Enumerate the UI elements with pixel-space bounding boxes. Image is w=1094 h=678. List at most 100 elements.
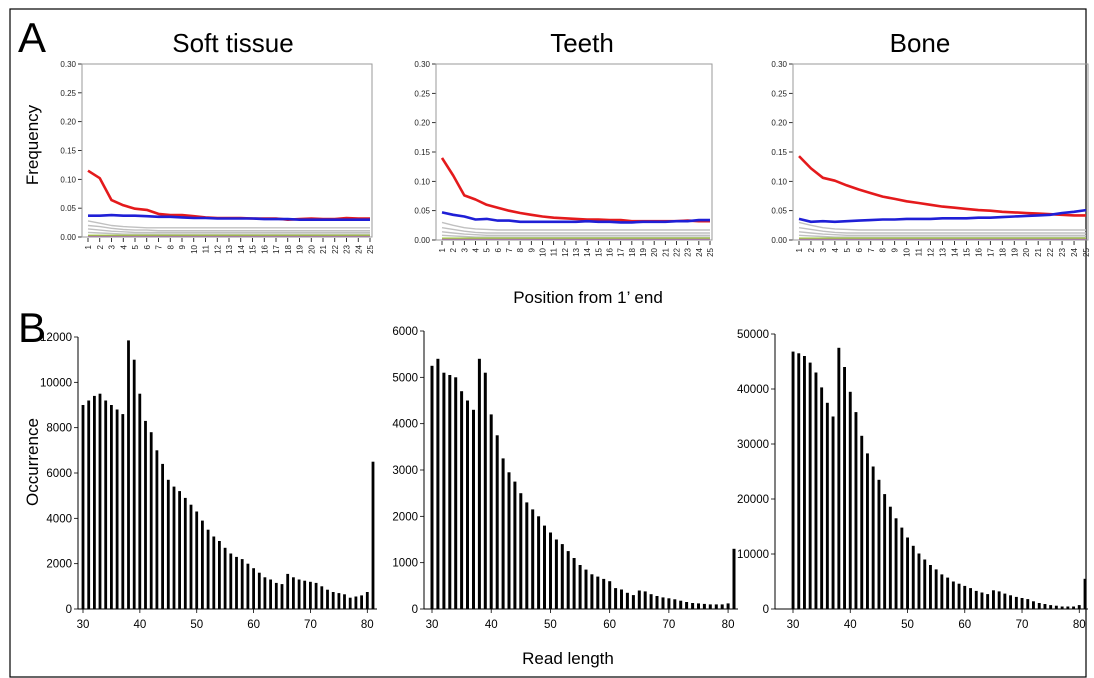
x-tick-label: 3 xyxy=(819,247,828,252)
x-tick-label: 50 xyxy=(901,619,914,631)
bar-length-39 xyxy=(483,372,487,609)
bar-length-50 xyxy=(549,532,552,609)
bar-length-61 xyxy=(257,572,261,609)
plot-box xyxy=(435,63,713,241)
bar-length-50 xyxy=(195,511,199,609)
y-tick-label: 50000 xyxy=(737,329,769,341)
series-line-0 xyxy=(798,155,1086,217)
bar-length-48 xyxy=(894,518,898,610)
x-tick-label: 13 xyxy=(572,247,581,256)
panel-b-xlabel: Read length xyxy=(522,649,614,668)
series-line-0 xyxy=(87,169,370,221)
x-tick-label: 1 xyxy=(438,247,447,252)
x-tick-label: 30 xyxy=(426,619,439,631)
y-tick-label: 0 xyxy=(66,604,72,616)
y-tick-label: 0.20 xyxy=(771,119,787,128)
x-tick-label: 1 xyxy=(84,244,93,249)
x-tick-label: 11 xyxy=(915,247,924,256)
x-tick-label: 8 xyxy=(516,247,525,252)
y-tick-label: 8000 xyxy=(46,423,72,435)
bar-length-79 xyxy=(360,595,363,609)
bar-length-72 xyxy=(679,600,683,609)
bar-length-64 xyxy=(274,582,278,609)
plot-box xyxy=(792,63,1089,241)
bar-length-35 xyxy=(460,391,464,609)
bar-length-36 xyxy=(466,400,469,609)
bar-length-75 xyxy=(337,593,341,609)
x-tick-label: 40 xyxy=(485,619,498,631)
bar-length-47 xyxy=(888,506,892,609)
bar-length-32 xyxy=(803,356,806,609)
x-tick-label: 25 xyxy=(706,247,715,256)
x-tick-label: 6 xyxy=(143,244,152,249)
x-tick-label: 16 xyxy=(974,247,983,256)
bar-length-36 xyxy=(115,409,119,609)
x-tick-label: 16 xyxy=(260,244,269,253)
y-tick-label: 0 xyxy=(412,604,418,616)
bar-length-39 xyxy=(843,367,846,609)
bar-length-72 xyxy=(1032,601,1035,609)
x-tick-label: 17 xyxy=(617,247,626,256)
y-tick-label: 30000 xyxy=(737,439,769,451)
bar-length-31 xyxy=(87,400,91,609)
x-tick-label: 18 xyxy=(628,247,637,256)
bar-length-49 xyxy=(189,504,193,609)
bar-length-69 xyxy=(303,580,307,609)
bar-length-52 xyxy=(560,544,564,609)
bar-length-50 xyxy=(906,537,909,609)
bar-length-59 xyxy=(602,578,606,609)
bar-length-63 xyxy=(980,592,984,609)
y-tick-label: 1000 xyxy=(392,558,418,570)
y-tick-label: 6000 xyxy=(46,468,72,480)
bar-length-49 xyxy=(900,527,904,609)
bar-length-74 xyxy=(331,592,335,609)
bar-length-48 xyxy=(183,497,187,609)
frequency-plot-bone: 0.000.050.100.150.200.250.301 2 3 4 5 6 7 8 9 10 1… xyxy=(771,60,1091,257)
x-tick-label: 2 xyxy=(807,247,816,252)
x-tick-label: 19 xyxy=(1010,247,1019,256)
x-tick-label: 12 xyxy=(213,244,222,253)
x-tick-label: 20 xyxy=(650,247,659,256)
plot-box xyxy=(81,63,373,238)
bar-length-61 xyxy=(614,588,618,609)
y-tick-label: 0.30 xyxy=(60,60,76,69)
bar-length-37 xyxy=(472,409,475,609)
x-tick-label: 4 xyxy=(831,247,840,252)
bar-length-80 xyxy=(1077,605,1081,609)
x-tick-label: 4 xyxy=(472,247,481,252)
x-tick-label: 2 xyxy=(96,244,105,249)
bar-length-47 xyxy=(531,509,535,609)
y-tick-label: 0.15 xyxy=(414,148,430,157)
x-tick-label: 80 xyxy=(1073,619,1086,631)
x-tick-label: 9 xyxy=(527,247,536,252)
y-tick-label: 0.00 xyxy=(771,236,787,245)
bar-length-38 xyxy=(127,340,130,609)
y-tick-label: 0.20 xyxy=(60,118,76,127)
bar-length-43 xyxy=(866,453,869,609)
bar-length-52 xyxy=(917,553,921,609)
series-line-3 xyxy=(798,227,1086,234)
bar-length-59 xyxy=(246,563,250,609)
bar-length-63 xyxy=(625,592,629,609)
y-tick-label: 2000 xyxy=(392,511,418,523)
bar-length-44 xyxy=(513,481,517,609)
bar-length-71 xyxy=(1026,599,1030,609)
series-line-0 xyxy=(440,157,710,223)
x-tick-label: 1 xyxy=(795,247,804,252)
y-tick-label: 5000 xyxy=(392,372,418,384)
y-tick-label: 0.25 xyxy=(414,89,430,98)
bar-length-75 xyxy=(1049,605,1053,609)
y-tick-label: 6000 xyxy=(392,326,418,338)
y-tick-label: 2000 xyxy=(46,559,72,571)
bar-length-77 xyxy=(348,597,352,609)
x-tick-label: 16 xyxy=(606,247,615,256)
x-tick-label: 25 xyxy=(1082,247,1091,256)
bar-length-71 xyxy=(673,599,677,609)
y-tick-label: 40000 xyxy=(737,384,769,396)
bar-length-55 xyxy=(578,565,582,609)
x-tick-label: 24 xyxy=(695,247,704,256)
series-line-4 xyxy=(87,228,370,234)
bar-length-76 xyxy=(343,594,346,609)
y-tick-label: 0.10 xyxy=(771,177,787,186)
